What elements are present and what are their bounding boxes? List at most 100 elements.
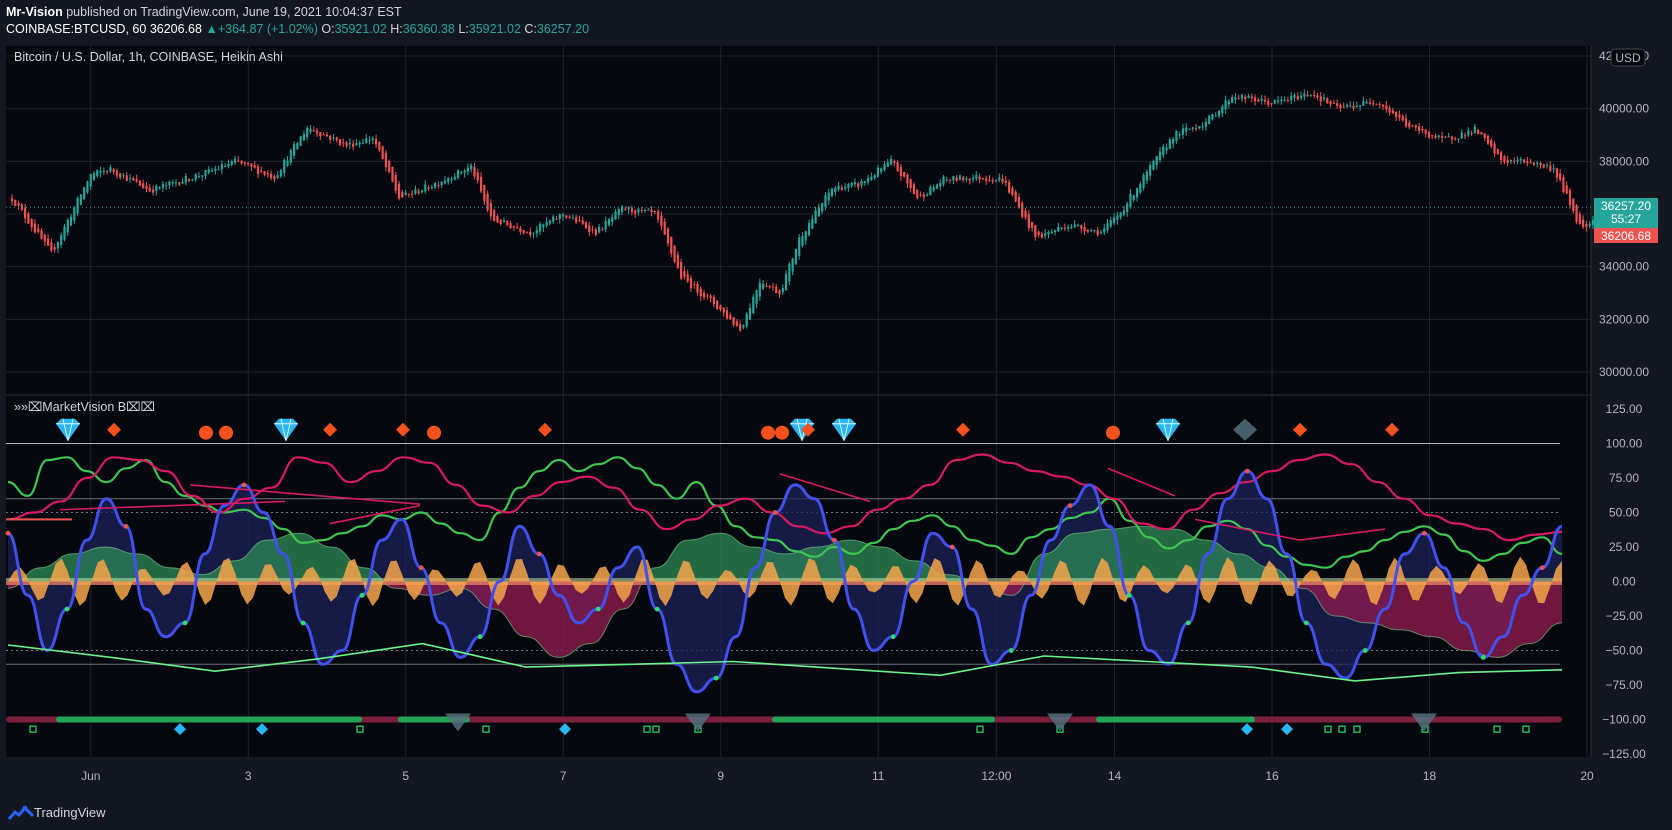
tradingview-brand[interactable]: TradingView (34, 805, 106, 820)
price-legend[interactable]: Bitcoin / U.S. Dollar, 1h, COINBASE, Hei… (14, 50, 283, 64)
price-candle (1211, 114, 1214, 120)
price-candle (847, 184, 850, 188)
price-candle (532, 233, 535, 235)
price-candle (365, 138, 368, 144)
price-candle (240, 160, 243, 164)
price-candle (689, 278, 693, 289)
price-candle (768, 286, 771, 288)
price-candle (994, 179, 998, 181)
green-square-icon (1522, 725, 1530, 733)
price-candle (1493, 143, 1496, 154)
divergence-line (59, 500, 286, 511)
publisher-name[interactable]: Mr-Vision (6, 5, 63, 19)
price-candle (1336, 103, 1339, 106)
price-candle (273, 176, 276, 180)
price-candle (1519, 158, 1522, 161)
price-candle (1030, 222, 1034, 228)
price-candle (204, 170, 207, 176)
price-candle (725, 310, 729, 319)
price-candle (1172, 138, 1175, 144)
price-candle (1332, 102, 1335, 104)
price-candle (227, 163, 230, 167)
price-candle (565, 215, 568, 218)
price-candle (883, 164, 886, 170)
signal-markers (6, 418, 1562, 736)
price-candle (1414, 125, 1417, 128)
price-candle (1500, 151, 1503, 161)
price-candle (1358, 105, 1362, 107)
price-candle (971, 177, 975, 180)
price-candle (20, 204, 23, 211)
footer: TradingView (0, 796, 1672, 830)
currency-button[interactable]: USD (1610, 48, 1646, 67)
price-candle (709, 295, 712, 299)
price-candle (512, 225, 515, 228)
orange-diamond-icon (1293, 422, 1307, 437)
price-candle (1483, 133, 1486, 139)
price-candle (40, 230, 43, 239)
price-candle (43, 235, 46, 242)
price-candle (460, 172, 463, 174)
signal-dot (5, 530, 11, 536)
price-candle (745, 313, 748, 327)
price-candle (394, 175, 397, 191)
price-candle (1080, 225, 1083, 229)
signal-dot (1480, 655, 1486, 660)
price-candle (896, 162, 899, 171)
price-candle (1280, 99, 1283, 102)
price-candle (1516, 159, 1519, 162)
indicator-axis-tick: 0.00 (1612, 575, 1636, 589)
price-candle (220, 164, 224, 170)
faded-gem-icon (445, 713, 471, 732)
bias-area-negative (8, 581, 1562, 658)
price-candle (1270, 103, 1273, 105)
indicator-legend[interactable]: »»⌧MarketVision B⌧⌧ (14, 400, 155, 414)
price-candle (696, 284, 699, 293)
price-candle (493, 210, 496, 221)
price-candle (788, 263, 791, 282)
price-candle (814, 210, 817, 224)
price-candle (1185, 127, 1188, 132)
price-candle (230, 161, 233, 165)
price-candle (1427, 132, 1431, 138)
signal-dot (1539, 565, 1545, 571)
price-candle (1559, 173, 1562, 180)
price-candle (1486, 135, 1490, 144)
price-candle (1162, 146, 1165, 156)
price-candle (1093, 229, 1096, 231)
indicator-axis-tick: −100.00 (1602, 713, 1646, 727)
price-candle (719, 305, 722, 310)
price-candle (1276, 100, 1280, 102)
price-candle (1329, 101, 1332, 105)
price-candle (73, 207, 76, 221)
price-candle (1578, 214, 1581, 225)
chart-canvas[interactable]: 42000.0040000.0038000.0036000.0034000.00… (0, 42, 1672, 796)
price-candle (325, 134, 328, 137)
price-candle (571, 217, 574, 219)
price-candle (1467, 130, 1470, 136)
price-candle (935, 184, 939, 189)
open-label: O: (321, 22, 335, 36)
price-pane[interactable] (6, 46, 1591, 395)
orange-diamond-icon (801, 422, 815, 437)
price-candle (1368, 102, 1372, 104)
price-candle (1319, 96, 1322, 102)
countdown-tag: 55:27 (1611, 212, 1641, 226)
price-candle (968, 178, 971, 181)
orange-diamond-icon (956, 422, 970, 437)
time-axis-tick: 12:00 (981, 769, 1011, 783)
price-candle (194, 174, 197, 180)
price-candle (233, 158, 237, 163)
symbol-label[interactable]: COINBASE:BTCUSD, 60 (6, 22, 147, 36)
price-candle (1575, 205, 1578, 222)
price-candle (876, 167, 880, 177)
tradingview-logo-icon[interactable] (8, 805, 34, 821)
price-candle (952, 175, 955, 181)
price-candle (1404, 118, 1408, 127)
price-candle (525, 231, 529, 233)
price-candle (1178, 134, 1181, 136)
price-candle (1194, 128, 1198, 130)
price-candle (555, 218, 558, 220)
price-candle (361, 143, 365, 145)
price-candle (765, 286, 768, 288)
